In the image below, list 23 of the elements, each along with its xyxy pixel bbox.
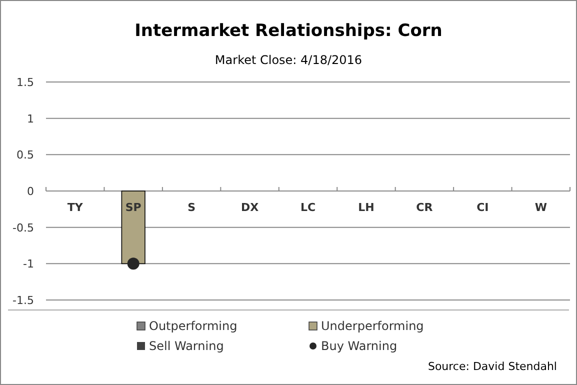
x-tick-label: S [188, 201, 196, 214]
legend-label: Buy Warning [321, 339, 398, 353]
y-tick-label: -1 [23, 258, 34, 271]
x-tick-label: SP [125, 201, 142, 214]
y-tick-label: 1.5 [16, 76, 34, 89]
chart-title: Intermarket Relationships: Corn [134, 21, 442, 41]
x-tick-label: CI [476, 201, 489, 214]
y-tick-label: 0.5 [16, 148, 34, 162]
legend-label: Sell Warning [149, 339, 224, 353]
y-tick-label: -0.5 [12, 221, 34, 234]
y-tick-label: 0 [27, 185, 34, 198]
y-tick-label: -1.5 [12, 294, 34, 307]
x-tick-label: LH [358, 201, 374, 214]
source-note: Source: David Stendahl [428, 360, 557, 373]
chart-subtitle: Market Close: 4/18/2016 [214, 53, 362, 67]
x-tick-label: TY [67, 201, 84, 214]
legend-label: Outperforming [149, 319, 238, 333]
x-tick-label: CR [416, 201, 434, 214]
x-tick-label: DX [240, 201, 260, 214]
y-tick-label: 1 [27, 112, 34, 126]
legend-label: Underperforming [321, 319, 424, 333]
x-tick-label: LC [300, 201, 316, 214]
x-tick-label: W [534, 201, 547, 214]
